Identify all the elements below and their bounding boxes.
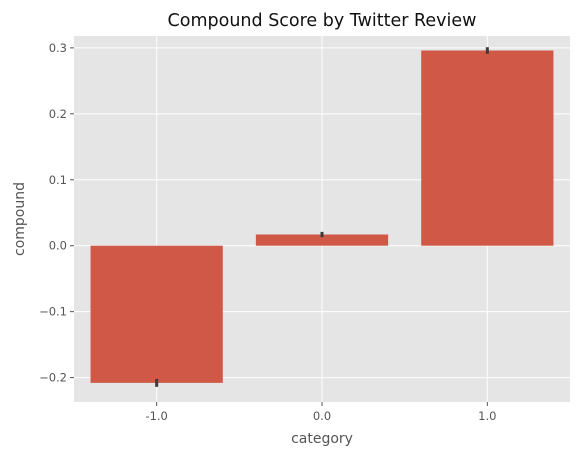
y-axis-label: compound: [12, 182, 28, 256]
bar--1.0: [90, 245, 223, 383]
bars: [90, 50, 554, 383]
y-tick-label: 0.3: [49, 41, 67, 55]
x-tick-label: -1.0: [145, 409, 167, 423]
chart-title: Compound Score by Twitter Review: [168, 11, 477, 31]
y-tick-label: 0.0: [49, 239, 67, 253]
x-axis-ticks: -1.0 0.0 1.0: [145, 402, 496, 423]
y-tick-label: 0.2: [49, 107, 67, 121]
x-axis-label: category: [291, 431, 353, 447]
y-tick-label: −0.1: [39, 305, 67, 319]
bar-0.0: [255, 234, 389, 246]
y-axis-ticks: −0.2 −0.1 0.0 0.1 0.2 0.3: [39, 41, 74, 385]
y-tick-label: −0.2: [39, 371, 67, 385]
error-bars: [155, 47, 489, 387]
bar-1.0: [421, 50, 554, 246]
y-tick-label: 0.1: [49, 173, 67, 187]
x-tick-label: 1.0: [478, 409, 496, 423]
x-tick-label: 0.0: [313, 409, 331, 423]
